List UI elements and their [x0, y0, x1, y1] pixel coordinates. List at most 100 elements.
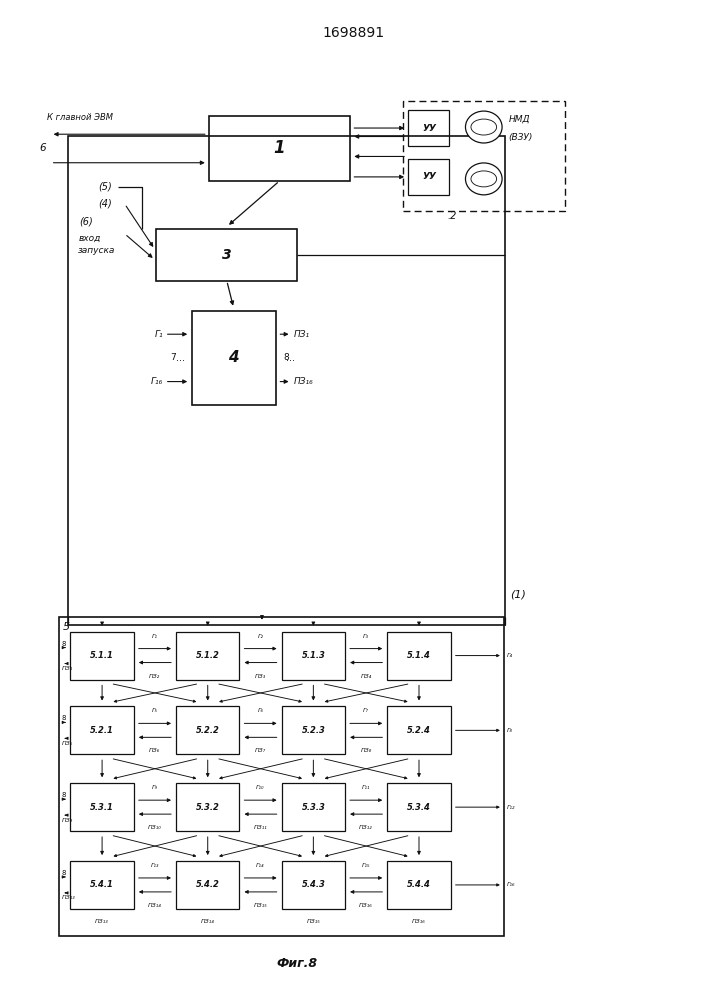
- Text: ПЗ₁₂: ПЗ₁₂: [359, 825, 373, 830]
- Text: 5.1.4: 5.1.4: [407, 651, 431, 660]
- Text: ПЗ₁₃: ПЗ₁₃: [62, 895, 76, 900]
- Text: Г₁₁: Г₁₁: [362, 785, 370, 790]
- Bar: [176, 706, 240, 754]
- Text: 7: 7: [170, 353, 176, 362]
- Text: Г₄: Г₄: [507, 653, 513, 658]
- Text: ПЗ₉: ПЗ₉: [62, 818, 74, 823]
- Text: ...: ...: [177, 353, 185, 363]
- Text: ПЗ₆: ПЗ₆: [149, 748, 160, 753]
- Text: 4: 4: [228, 350, 239, 365]
- Bar: [176, 861, 240, 909]
- Text: 5.4.2: 5.4.2: [196, 880, 220, 889]
- Text: (ВЗУ): (ВЗУ): [508, 133, 533, 142]
- Text: 5.4.4: 5.4.4: [407, 880, 431, 889]
- Text: Г₁₂: Г₁₂: [507, 805, 515, 810]
- Bar: [281, 632, 345, 680]
- Text: Г₁₅: Г₁₅: [362, 863, 370, 868]
- Bar: [71, 783, 134, 831]
- Text: 1698891: 1698891: [322, 26, 385, 40]
- Text: (4): (4): [98, 199, 112, 209]
- Text: ПЗ₁₅: ПЗ₁₅: [254, 903, 267, 908]
- Bar: [192, 311, 276, 405]
- Text: 8: 8: [62, 792, 66, 798]
- Text: 5.3.4: 5.3.4: [407, 803, 431, 812]
- Text: 5.3.1: 5.3.1: [90, 803, 114, 812]
- Text: Г₇: Г₇: [363, 708, 369, 713]
- Bar: [59, 617, 504, 936]
- Text: ПЗ₁₁: ПЗ₁₁: [254, 825, 267, 830]
- Bar: [387, 861, 450, 909]
- Text: 5.3.2: 5.3.2: [196, 803, 220, 812]
- Text: 5.2.3: 5.2.3: [301, 726, 325, 735]
- Text: 8: 8: [62, 870, 66, 876]
- Text: 5.2.4: 5.2.4: [407, 726, 431, 735]
- Text: ПЗ₂: ПЗ₂: [149, 674, 160, 679]
- Text: ПЗ₁₆: ПЗ₁₆: [412, 919, 426, 924]
- Bar: [176, 632, 240, 680]
- Text: 8: 8: [62, 715, 66, 721]
- Text: ПЗ₁₅: ПЗ₁₅: [306, 919, 320, 924]
- Ellipse shape: [465, 163, 502, 195]
- Text: Г₅: Г₅: [152, 708, 158, 713]
- Text: Г₉: Г₉: [152, 785, 158, 790]
- Text: 5.4.3: 5.4.3: [301, 880, 325, 889]
- Bar: [71, 706, 134, 754]
- Text: Г₁₃: Г₁₃: [151, 863, 159, 868]
- Text: вход: вход: [79, 234, 101, 243]
- Text: ПЗ₁₄: ПЗ₁₄: [201, 919, 215, 924]
- Text: ПЗ₃: ПЗ₃: [255, 674, 266, 679]
- Text: 5.2.2: 5.2.2: [196, 726, 220, 735]
- Text: ПЗ₁₆: ПЗ₁₆: [293, 377, 313, 386]
- Text: ПЗ₁₆: ПЗ₁₆: [359, 903, 373, 908]
- Bar: [156, 229, 297, 281]
- Text: 5.1.1: 5.1.1: [90, 651, 114, 660]
- Text: ПЗ₁: ПЗ₁: [62, 666, 74, 671]
- Bar: [281, 861, 345, 909]
- Bar: [387, 783, 450, 831]
- Text: ...: ...: [286, 353, 295, 363]
- Text: Г₁: Г₁: [152, 634, 158, 639]
- Text: ПЗ₁₃: ПЗ₁₃: [95, 919, 109, 924]
- Text: .2: .2: [448, 211, 457, 221]
- Bar: [71, 861, 134, 909]
- Text: ПЗ₇: ПЗ₇: [255, 748, 266, 753]
- Bar: [69, 136, 505, 625]
- Text: запуска: запуска: [78, 246, 115, 255]
- Text: УУ: УУ: [422, 124, 436, 133]
- Bar: [281, 706, 345, 754]
- Ellipse shape: [471, 171, 496, 187]
- Text: Г₈: Г₈: [507, 728, 513, 733]
- Text: Г₁: Г₁: [155, 330, 163, 339]
- Text: ПЗ₁₀: ПЗ₁₀: [148, 825, 162, 830]
- Text: ПЗ₁: ПЗ₁: [293, 330, 310, 339]
- Text: ПЗ₅: ПЗ₅: [62, 741, 74, 746]
- Bar: [71, 632, 134, 680]
- Text: 6: 6: [39, 143, 46, 153]
- Text: Г₆: Г₆: [257, 708, 264, 713]
- Text: Г₁₆: Г₁₆: [151, 377, 163, 386]
- Text: ПЗ₄: ПЗ₄: [361, 674, 372, 679]
- Bar: [387, 706, 450, 754]
- Text: 3: 3: [222, 248, 232, 262]
- Text: НМД: НМД: [508, 115, 530, 124]
- Bar: [409, 110, 449, 146]
- Text: Г₁₄: Г₁₄: [257, 863, 265, 868]
- Bar: [281, 783, 345, 831]
- Ellipse shape: [465, 111, 502, 143]
- Text: 8: 8: [283, 353, 289, 362]
- Text: К главной ЭВМ: К главной ЭВМ: [47, 113, 113, 122]
- Text: 5.1.3: 5.1.3: [301, 651, 325, 660]
- Text: 5.3.3: 5.3.3: [301, 803, 325, 812]
- Text: Г₂: Г₂: [257, 634, 264, 639]
- Bar: [409, 159, 449, 195]
- Text: 5.1.2: 5.1.2: [196, 651, 220, 660]
- Bar: [403, 101, 565, 211]
- Text: Г₁₀: Г₁₀: [257, 785, 265, 790]
- Text: УУ: УУ: [422, 172, 436, 181]
- Bar: [387, 632, 450, 680]
- Text: Фиг.8: Фиг.8: [276, 957, 317, 970]
- Text: 5.2.1: 5.2.1: [90, 726, 114, 735]
- Text: 5: 5: [63, 622, 70, 632]
- Bar: [176, 783, 240, 831]
- Text: 5.4.1: 5.4.1: [90, 880, 114, 889]
